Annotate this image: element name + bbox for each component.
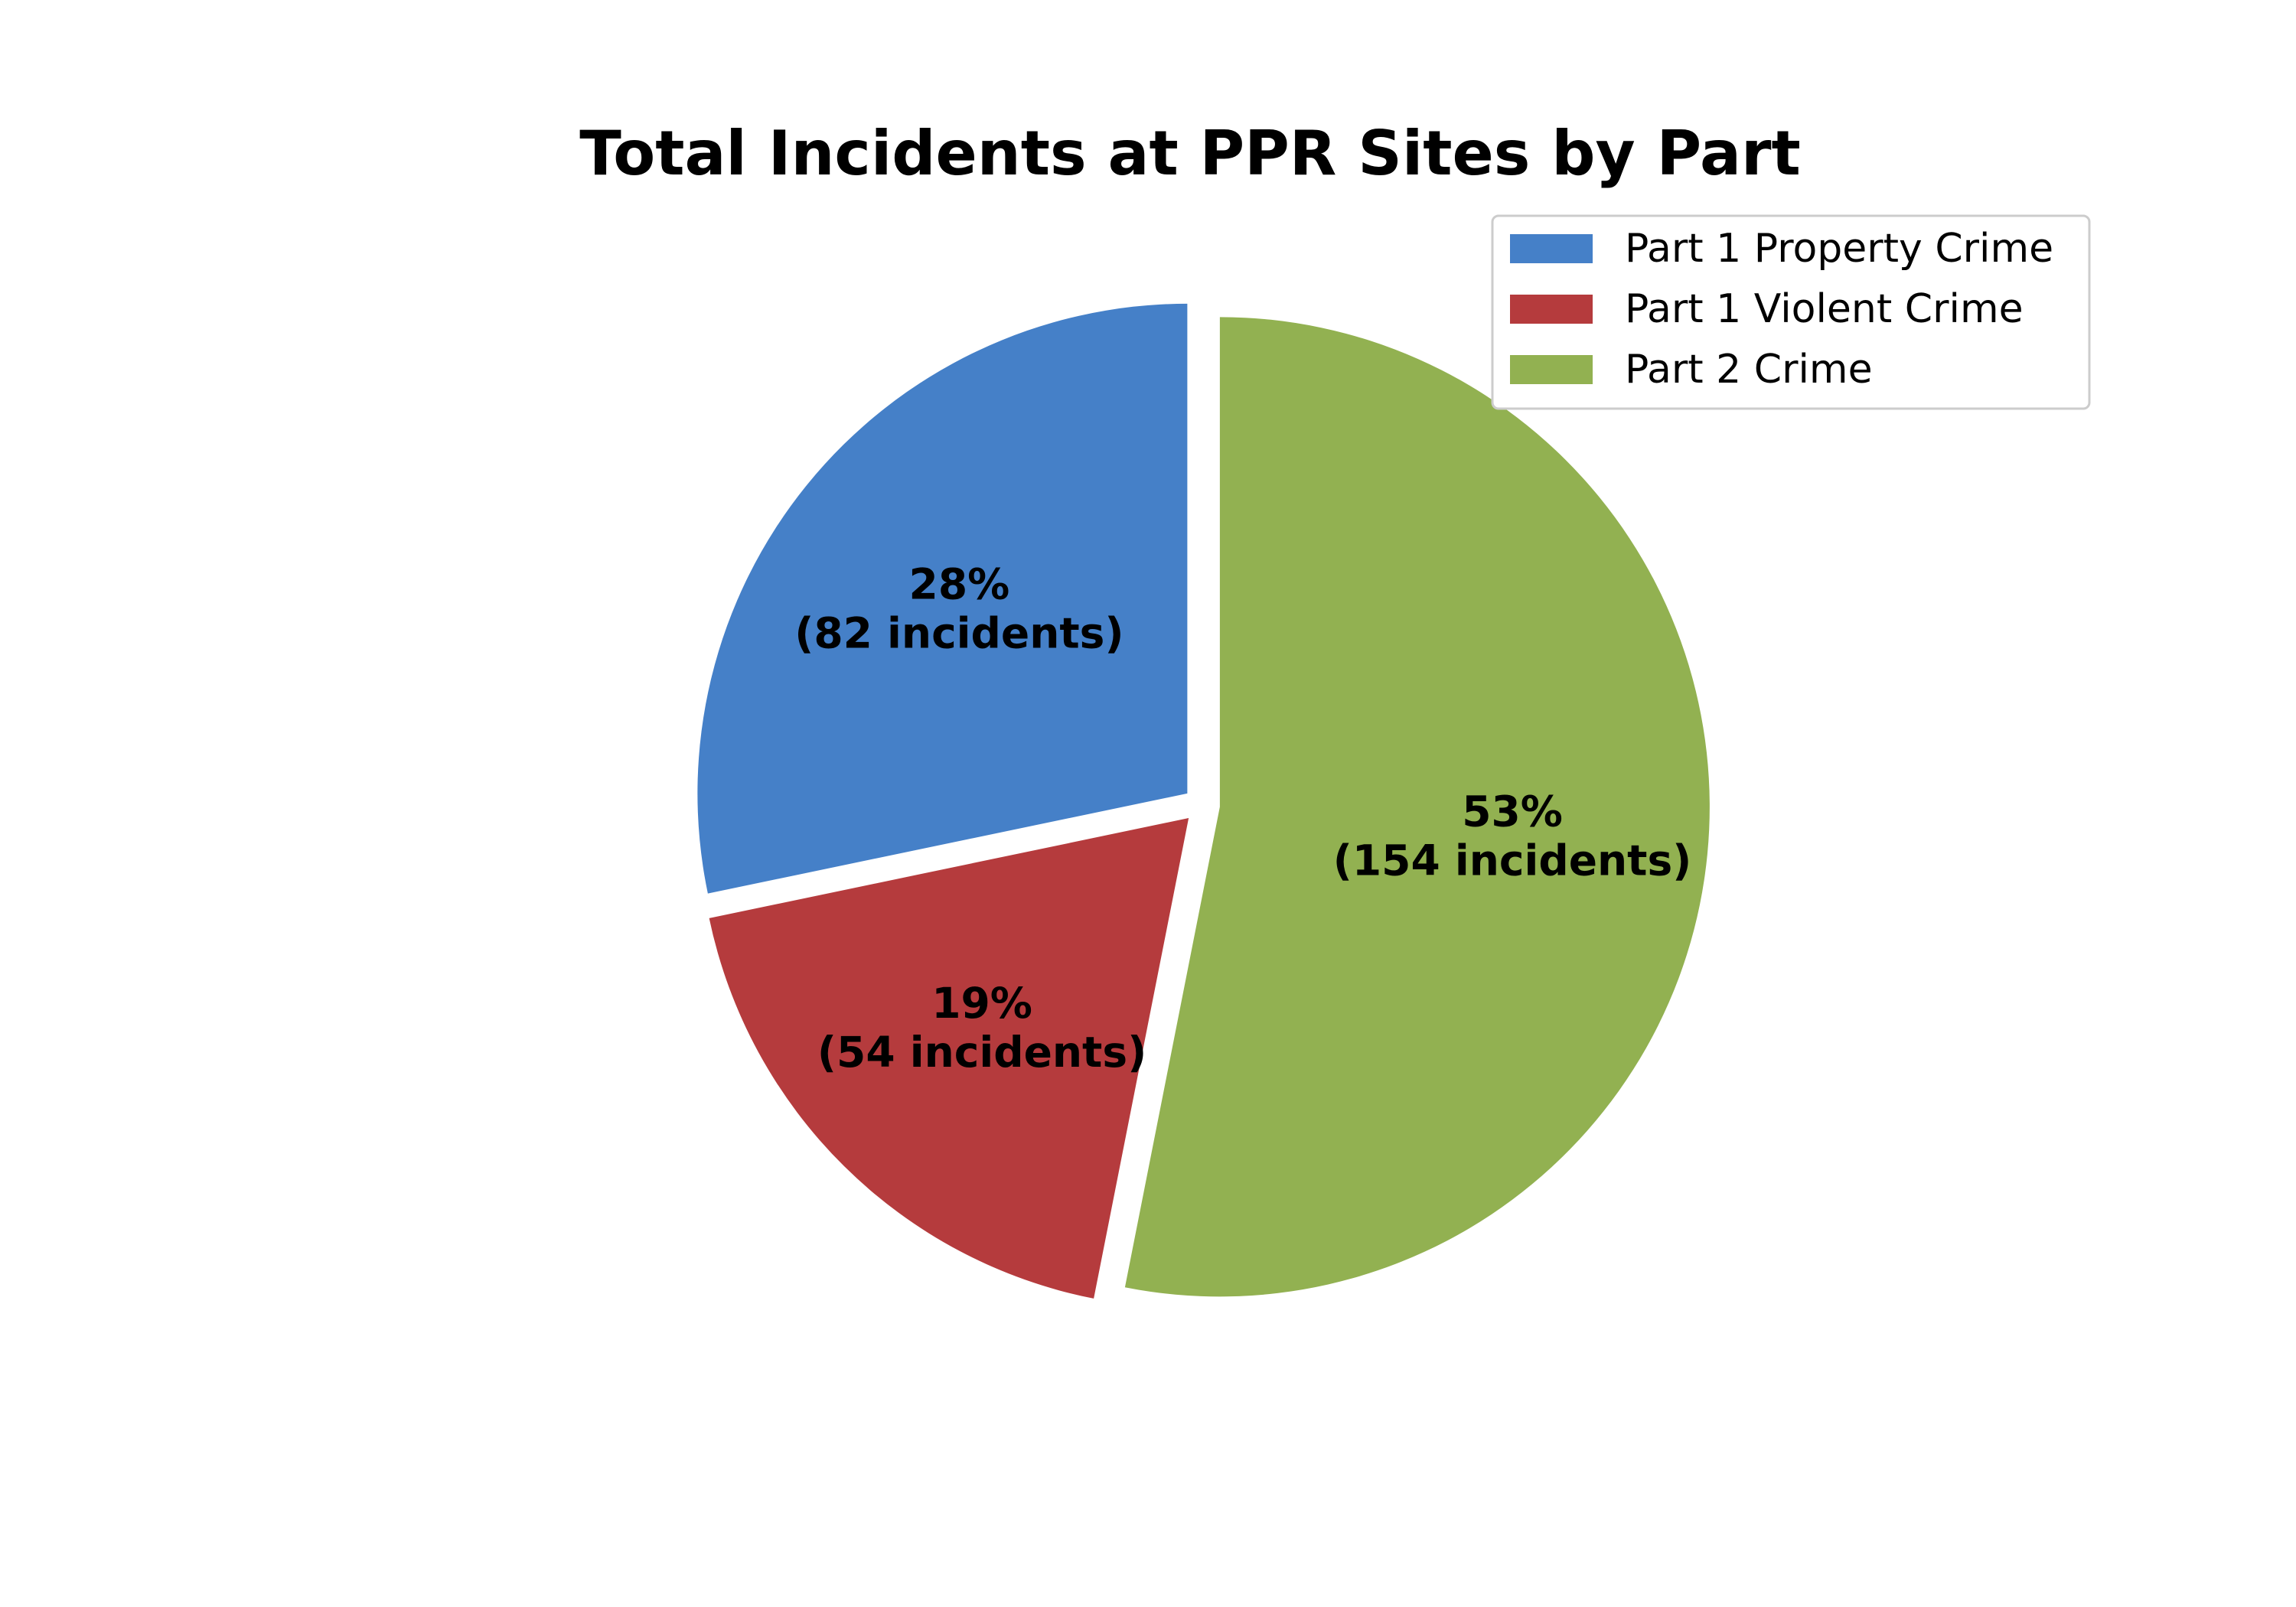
slice-count-label-part-1-violent-crime: (54 incidents) — [817, 1028, 1146, 1077]
pie-slice-part-1-property-crime — [697, 303, 1188, 894]
legend-swatch-part-2-crime — [1510, 355, 1593, 384]
legend-swatch-part-1-property-crime — [1510, 234, 1593, 263]
chart-title: Total Incidents at PPR Sites by Part — [579, 118, 1800, 189]
slice-percent-label-part-1-property-crime: 28% — [909, 560, 1010, 609]
legend-swatch-part-1-violent-crime — [1510, 295, 1593, 324]
pie-slice-part-1-violent-crime — [709, 818, 1189, 1299]
slice-count-label-part-2-crime: (154 incidents) — [1333, 836, 1692, 885]
legend-label-part-1-property-crime: Part 1 Property Crime — [1625, 226, 2053, 272]
legend-label-part-2-crime: Part 2 Crime — [1625, 347, 1873, 393]
legend-frame — [1491, 214, 2091, 410]
pie-slice-labels: 28%(82 incidents) 19%(54 incidents) 53%(15… — [794, 560, 1691, 1077]
slice-percent-label-part-2-crime: 53% — [1462, 787, 1563, 836]
legend-label-part-1-violent-crime: Part 1 Violent Crime — [1625, 286, 2024, 332]
slice-count-label-part-1-property-crime: (82 incidents) — [794, 609, 1124, 658]
pie-slices — [697, 303, 1710, 1299]
legend: Part 1 Property Crime Part 1 Violent Cri… — [1491, 214, 2091, 410]
slice-percent-label-part-1-violent-crime: 19% — [931, 979, 1032, 1028]
pie-slice-part-2-crime — [1124, 317, 1710, 1297]
